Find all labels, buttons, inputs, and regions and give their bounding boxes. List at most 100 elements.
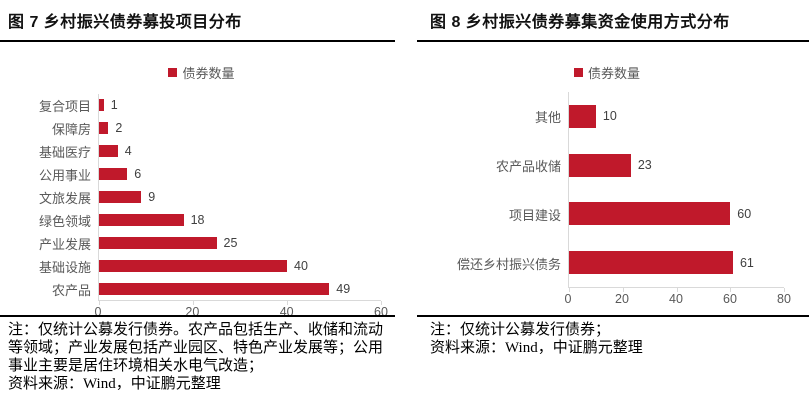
bar (99, 236, 217, 249)
category-label: 基础医疗 (38, 145, 91, 160)
figure-notes: 注：仅统计公募发行债券。农产品包括生产、收储和流动等领域；产业发展包括产业园区、… (8, 321, 392, 393)
value-label: 60 (737, 206, 752, 221)
axis-tick-label: 60 (723, 292, 737, 306)
value-label: 9 (148, 190, 156, 204)
bar-row: 49 (99, 277, 381, 300)
source-text: 资料来源：Wind，中证鹏元整理 (430, 340, 643, 356)
legend-label: 债券数量 (587, 65, 640, 81)
y-axis-labels: 复合项目保障房基础医疗公用事业文旅发展绿色领域产业发展基础设施农产品 (8, 94, 98, 301)
legend-label: 债券数量 (182, 65, 235, 81)
legend-square-icon (168, 67, 178, 77)
figure-notes: 注：仅统计公募发行债券； 资料来源：Wind，中证鹏元整理 (430, 321, 799, 357)
bar (569, 104, 596, 128)
bar-row: 4 (99, 140, 381, 163)
value-label: 2 (115, 121, 123, 136)
bar (569, 153, 631, 177)
bar-row: 60 (569, 190, 784, 239)
axis-tick-icon (99, 301, 100, 305)
axis-tick-label: 40 (669, 292, 683, 306)
axis-tick-icon (622, 288, 624, 292)
axis-tick-label: 0 (94, 305, 102, 319)
figure-title: 图 7 乡村振兴债券募投项目分布 (8, 14, 242, 31)
axis-spacer (430, 288, 568, 310)
bar-row: 6 (99, 163, 381, 186)
category-label: 公用事业 (38, 168, 91, 183)
value-label: 1 (110, 98, 118, 113)
plot-area: 其他农产品收储项目建设偿还乡村振兴债务 10 23 60 61 (430, 92, 785, 292)
bar-row: 61 (569, 238, 784, 287)
value-label: 10 (602, 109, 617, 124)
chart-legend: 债券数量 (430, 64, 784, 81)
bar-row: 9 (99, 186, 381, 209)
axis-tick-icon (784, 288, 785, 292)
bar (99, 282, 330, 295)
category-label: 其他 (534, 110, 561, 125)
bar-row: 10 (569, 92, 784, 141)
figure-8-panel: 图 8 乡村振兴债券募集资金使用方式分布 债券数量 其他农产品收储项目建设偿还乡… (404, 0, 809, 400)
bar (99, 99, 104, 112)
bar (99, 122, 109, 135)
value-label: 25 (223, 235, 238, 250)
axis-tick-icon (193, 301, 194, 305)
axis-tick-icon (676, 288, 678, 292)
value-label: 40 (294, 258, 308, 273)
category-label: 保障房 (51, 122, 91, 137)
category-label: 文旅发展 (38, 191, 91, 206)
category-label: 复合项目 (38, 99, 91, 114)
category-label: 项目建设 (508, 208, 561, 223)
bar-row: 40 (99, 254, 381, 277)
bar-row: 2 (99, 117, 381, 140)
notes-divider (0, 315, 395, 317)
axis-tick-icon (287, 301, 288, 305)
axis-tick-label: 0 (564, 292, 572, 306)
chart-legend: 债券数量 (8, 64, 395, 81)
note-text: 注：仅统计公募发行债券； (430, 322, 611, 338)
bar (99, 168, 128, 181)
bars-area: 10 23 60 61 (568, 92, 785, 292)
bar-row: 23 (569, 141, 784, 190)
value-label: 6 (134, 167, 142, 182)
value-label: 61 (739, 255, 754, 270)
x-axis-row: 0 20 40 60 80 (430, 288, 791, 310)
x-axis-row: 0 20 40 60 (8, 301, 395, 323)
category-label: 产业发展 (38, 237, 91, 252)
notes-divider (417, 315, 809, 317)
axis-tick-icon (730, 288, 732, 292)
axis-tick-label: 20 (615, 292, 629, 306)
axis-tick-label: 80 (777, 292, 791, 306)
value-label: 4 (124, 144, 132, 159)
axis-tick-icon (569, 288, 570, 292)
source-text: 资料来源：Wind，中证鹏元整理 (8, 376, 221, 392)
figure-7-panel: 图 7 乡村振兴债券募投项目分布 债券数量 复合项目保障房基础医疗公用事业文旅发… (0, 0, 404, 400)
bar-row: 25 (99, 231, 381, 254)
x-axis: 0 20 40 60 80 (564, 288, 791, 310)
bar (99, 145, 118, 158)
bar-row: 18 (99, 208, 381, 231)
category-label: 农产品 (51, 283, 91, 298)
axis-spacer (8, 301, 98, 323)
note-text: 注：仅统计公募发行债券。农产品包括生产、收储和流动等领域；产业发展包括产业园区、… (8, 322, 384, 374)
bar (99, 213, 184, 226)
bar-row: 1 (99, 94, 381, 117)
title-divider (417, 40, 809, 42)
category-label: 绿色领域 (38, 214, 91, 229)
bars-area: 1 2 4 6 9 18 25 40 49 (98, 94, 382, 305)
value-label: 49 (336, 281, 351, 296)
axis-tick-icon (381, 301, 382, 305)
y-axis-labels: 其他农产品收储项目建设偿还乡村振兴债务 (430, 92, 568, 288)
bar (99, 259, 287, 272)
legend-square-icon (573, 67, 583, 77)
bar (569, 251, 733, 275)
value-label: 18 (190, 212, 205, 227)
value-label: 23 (637, 158, 652, 173)
figure-title: 图 8 乡村振兴债券募集资金使用方式分布 (430, 14, 730, 31)
category-label: 农产品收储 (495, 159, 561, 174)
category-label: 基础设施 (38, 260, 91, 275)
bar (569, 202, 731, 226)
x-axis: 0 20 40 60 (94, 301, 388, 323)
bar (99, 191, 142, 203)
title-divider (0, 40, 395, 42)
category-label: 偿还乡村振兴债务 (456, 257, 561, 272)
